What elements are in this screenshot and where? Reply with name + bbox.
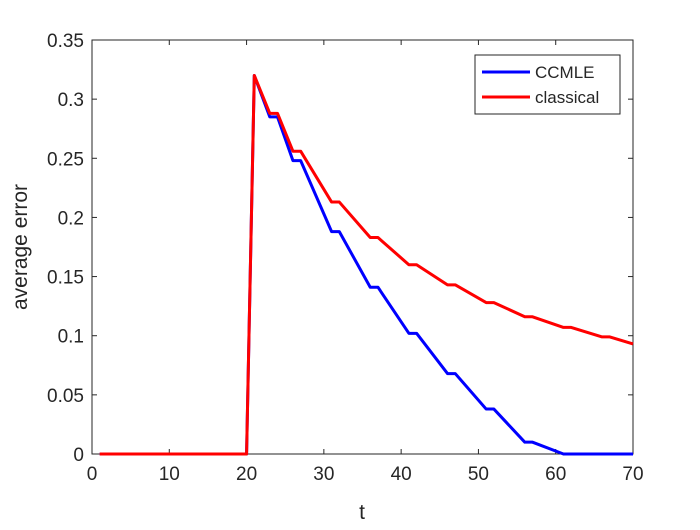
x-tick-label: 40 [391,464,412,485]
legend-label-ccmle: CCMLE [535,63,595,82]
y-tick-label: 0.25 [47,149,84,170]
y-tick-label: 0.1 [58,327,84,348]
x-tick-label: 30 [313,464,334,485]
series-line-ccmle [99,73,633,456]
x-axis-label: t [359,501,365,524]
x-tick-label: 0 [87,464,98,485]
x-tick-label: 20 [236,464,257,485]
series-group [99,73,634,456]
plot-box [91,39,634,455]
y-tick-label: 0.15 [47,268,84,289]
y-tick-label: 0.35 [47,31,84,52]
y-tick-label: 0.05 [47,386,84,407]
y-tick-label: 0.2 [58,208,84,229]
x-tick-label: 60 [545,464,566,485]
axes: 0 10 20 30 40 50 60 70 0 0.05 0.1 0.15 0.2 0.25 0.3 0.3… [47,31,644,485]
x-tick-label: 10 [159,464,180,485]
series-line-classical [99,73,634,456]
y-axis-label: average error [9,184,32,310]
legend-box [474,54,621,115]
legend-label-classical: classical [535,88,599,107]
y-tick-label: 0.3 [58,90,84,111]
x-tick-label: 70 [622,464,643,485]
x-tick-label: 50 [468,464,489,485]
legend: CCMLE classical [474,54,621,115]
y-tick-label: 0 [73,445,84,466]
